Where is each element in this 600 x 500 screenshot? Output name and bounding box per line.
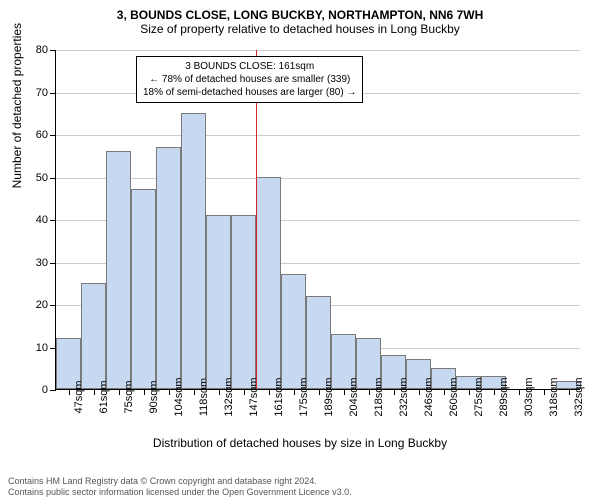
histogram-bar [156,147,181,389]
x-tick-label: 289sqm [498,377,510,416]
y-tick [50,305,56,306]
histogram-bar [181,113,206,389]
x-tick [169,389,170,395]
histogram-bar [256,177,281,390]
x-tick [219,389,220,395]
histogram-bar [231,215,256,389]
x-tick [119,389,120,395]
x-tick [194,389,195,395]
y-tick [50,220,56,221]
x-tick-label: 303sqm [523,377,535,416]
histogram-bar [206,215,231,389]
x-tick [319,389,320,395]
y-tick-label: 70 [36,87,48,99]
y-tick-label: 0 [42,384,48,396]
y-tick [50,50,56,51]
y-tick [50,390,56,391]
annotation-line-3: 18% of semi-detached houses are larger (… [143,86,356,99]
footer: Contains HM Land Registry data © Crown c… [8,476,352,498]
x-tick [419,389,420,395]
y-axis-title: Number of detached properties [10,23,24,188]
y-tick-label: 80 [36,44,48,56]
y-tick [50,93,56,94]
grid-line [56,135,580,136]
y-tick-label: 10 [36,342,48,354]
x-tick [569,389,570,395]
histogram-bar [281,274,306,389]
x-tick [544,389,545,395]
x-tick [244,389,245,395]
x-tick [394,389,395,395]
chart-container: 3, BOUNDS CLOSE, LONG BUCKBY, NORTHAMPTO… [0,8,600,468]
annotation-line-1: 3 BOUNDS CLOSE: 161sqm [143,60,356,73]
x-tick [444,389,445,395]
histogram-bar [131,189,156,389]
grid-line [56,178,580,179]
footer-line-1: Contains HM Land Registry data © Crown c… [8,476,352,487]
x-tick-label: 332sqm [573,377,585,416]
x-tick [469,389,470,395]
x-tick [344,389,345,395]
chart-title-sub: Size of property relative to detached ho… [0,22,600,36]
x-tick [369,389,370,395]
y-tick [50,263,56,264]
y-tick-label: 60 [36,129,48,141]
annotation-line-2: ← 78% of detached houses are smaller (33… [143,73,356,86]
y-tick [50,135,56,136]
x-axis-title: Distribution of detached houses by size … [0,436,600,450]
x-tick [294,389,295,395]
plot-area: 0102030405060708047sqm61sqm75sqm90sqm104… [55,50,580,390]
x-tick [69,389,70,395]
x-tick [144,389,145,395]
annotation-box: 3 BOUNDS CLOSE: 161sqm ← 78% of detached… [136,56,363,103]
x-tick [94,389,95,395]
y-tick-label: 30 [36,257,48,269]
y-tick-label: 50 [36,172,48,184]
x-tick [269,389,270,395]
y-tick-label: 20 [36,299,48,311]
histogram-bar [306,296,331,390]
x-tick [519,389,520,395]
footer-line-2: Contains public sector information licen… [8,487,352,498]
grid-line [56,50,580,51]
y-tick [50,178,56,179]
y-tick-label: 40 [36,214,48,226]
histogram-bar [106,151,131,389]
x-tick [494,389,495,395]
histogram-bar [81,283,106,389]
chart-title-main: 3, BOUNDS CLOSE, LONG BUCKBY, NORTHAMPTO… [0,8,600,22]
